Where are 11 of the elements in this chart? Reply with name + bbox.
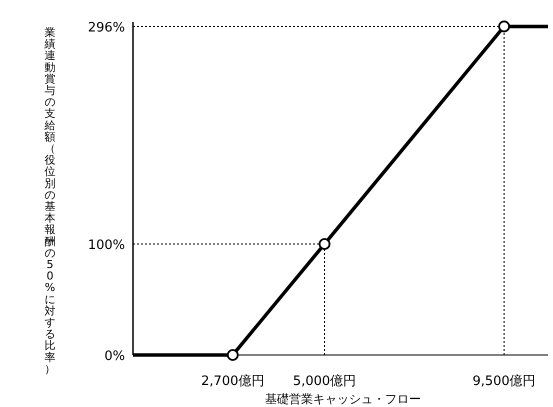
x-axis-title: 基礎営業キャッシュ・フロー (265, 392, 421, 406)
point (226, 349, 239, 361)
y-tick-label: 100% (88, 238, 125, 253)
x-tick-label: 9,500億円 (472, 374, 536, 389)
x-tick-label: 5,000億円 (292, 374, 356, 389)
y-tick-label: 0% (104, 349, 125, 364)
x-tick-label: 2,700億円 (201, 374, 264, 389)
y-tick-label: 296% (88, 20, 125, 36)
point (498, 20, 510, 32)
text: 業績連動賞与の支給額（役位別の基本報酬の50%に対する比率） (44, 26, 56, 376)
point (318, 238, 330, 250)
